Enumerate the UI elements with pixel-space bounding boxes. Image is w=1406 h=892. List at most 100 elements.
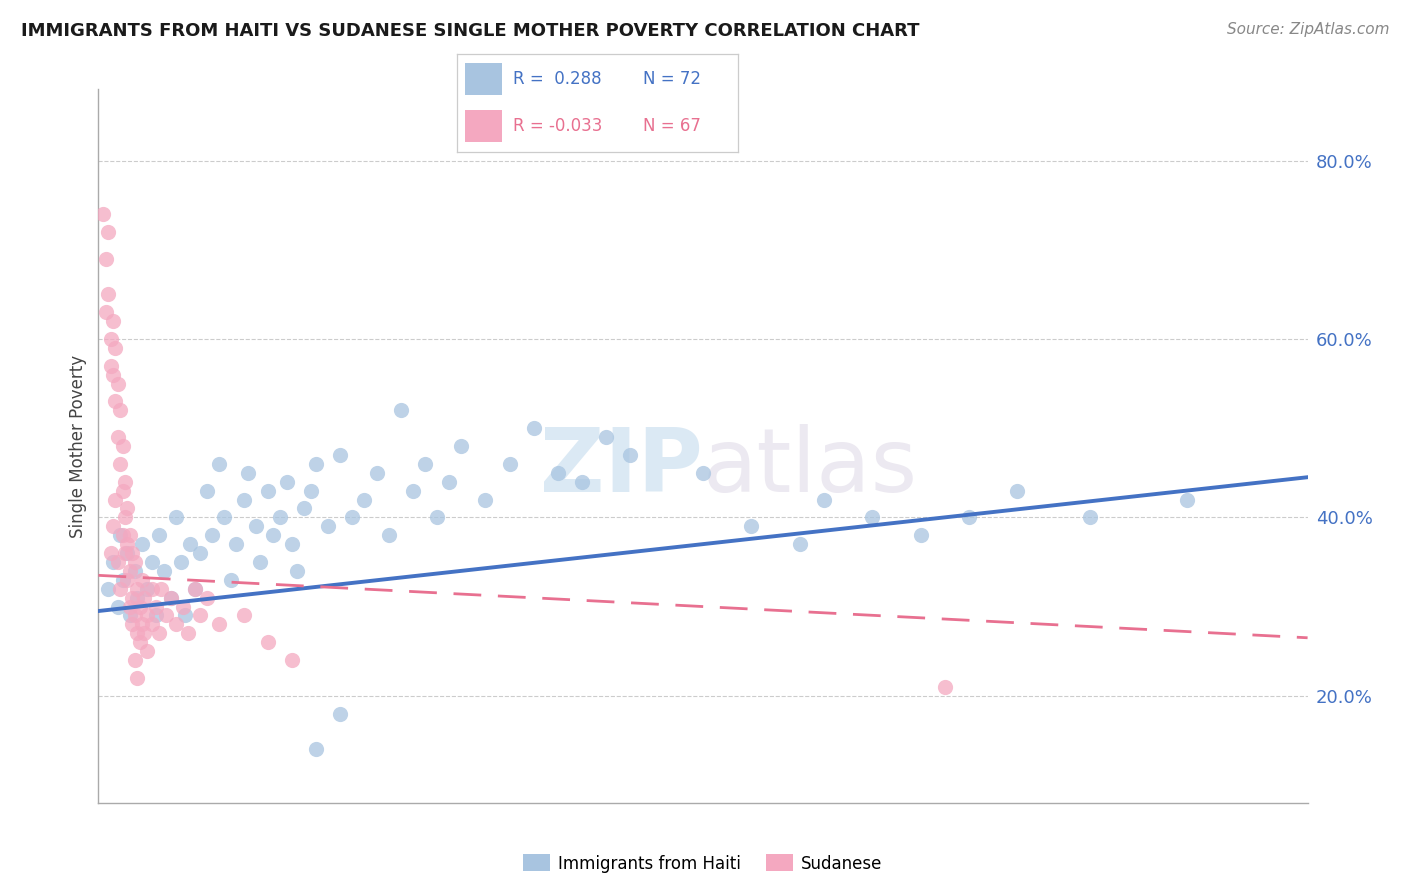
Point (437, 475, 460, 489)
Point (329, 706, 352, 721)
Point (108, 457, 131, 471)
Point (104, 341, 127, 355)
Point (127, 671, 149, 685)
Point (619, 448, 641, 462)
Point (104, 492, 127, 507)
Bar (465, 111, 502, 142)
Point (97, 582, 120, 596)
Point (101, 314, 124, 328)
Point (860, 510, 883, 524)
Point (111, 573, 134, 587)
Point (169, 555, 191, 569)
Point (107, 376, 129, 391)
Point (127, 582, 149, 596)
Point (118, 564, 141, 578)
Point (184, 582, 207, 596)
Text: R =  0.288: R = 0.288 (513, 70, 602, 88)
Text: IMMIGRANTS FROM HAITI VS SUDANESE SINGLE MOTHER POVERTY CORRELATION CHART: IMMIGRANTS FROM HAITI VS SUDANESE SINGLE… (21, 22, 920, 40)
Point (101, 519, 124, 533)
Point (262, 528, 284, 542)
Point (165, 617, 187, 632)
Point (104, 394, 127, 409)
Point (195, 483, 218, 498)
Point (389, 403, 412, 417)
Point (177, 626, 200, 640)
Point (208, 457, 231, 471)
Point (128, 599, 150, 614)
Point (127, 626, 149, 640)
Point (232, 492, 254, 507)
Point (245, 519, 267, 533)
Point (124, 564, 146, 578)
Point (97, 225, 120, 239)
Point (155, 608, 177, 623)
Point (124, 653, 146, 667)
Text: atlas: atlas (703, 424, 918, 511)
Point (152, 564, 174, 578)
Point (292, 501, 315, 516)
Point (131, 573, 153, 587)
Point (212, 510, 235, 524)
Point (377, 528, 399, 542)
Point (305, 742, 328, 756)
Point (547, 466, 569, 480)
Point (107, 430, 129, 444)
Point (316, 519, 339, 533)
Point (426, 510, 449, 524)
Point (934, 680, 956, 694)
Point (450, 439, 472, 453)
Point (108, 582, 131, 596)
Point (135, 644, 157, 658)
Point (957, 510, 980, 524)
Point (281, 537, 304, 551)
Y-axis label: Single Mother Poverty: Single Mother Poverty (69, 354, 87, 538)
Point (225, 537, 247, 551)
Point (121, 546, 143, 560)
Point (124, 608, 146, 623)
Point (174, 608, 197, 623)
Point (305, 457, 328, 471)
Point (114, 510, 136, 524)
Point (366, 466, 388, 480)
Point (101, 368, 124, 382)
Point (232, 608, 254, 623)
Point (413, 457, 436, 471)
Point (160, 591, 183, 605)
Point (329, 448, 352, 462)
Point (141, 582, 163, 596)
Point (281, 653, 304, 667)
Point (353, 492, 375, 507)
Point (249, 555, 271, 569)
Point (100, 332, 122, 346)
Point (121, 591, 143, 605)
Point (1007, 483, 1029, 498)
Point (172, 599, 194, 614)
Point (184, 582, 207, 596)
Point (117, 537, 139, 551)
Point (94, 305, 117, 319)
Point (256, 483, 278, 498)
Point (91, 207, 114, 221)
Point (111, 483, 134, 498)
Point (789, 537, 811, 551)
Point (402, 483, 425, 498)
Point (117, 546, 139, 560)
Point (111, 528, 134, 542)
Point (141, 555, 163, 569)
Point (97, 287, 120, 301)
Point (135, 582, 157, 596)
Point (201, 528, 224, 542)
Point (114, 475, 136, 489)
Point (498, 457, 520, 471)
Text: Source: ZipAtlas.com: Source: ZipAtlas.com (1226, 22, 1389, 37)
Point (1175, 492, 1198, 507)
Point (474, 492, 496, 507)
Point (523, 421, 546, 435)
Text: N = 72: N = 72 (643, 70, 700, 88)
Point (118, 528, 141, 542)
Point (299, 483, 322, 498)
Point (135, 608, 157, 623)
Point (117, 501, 139, 516)
Point (740, 519, 762, 533)
Point (188, 546, 211, 560)
